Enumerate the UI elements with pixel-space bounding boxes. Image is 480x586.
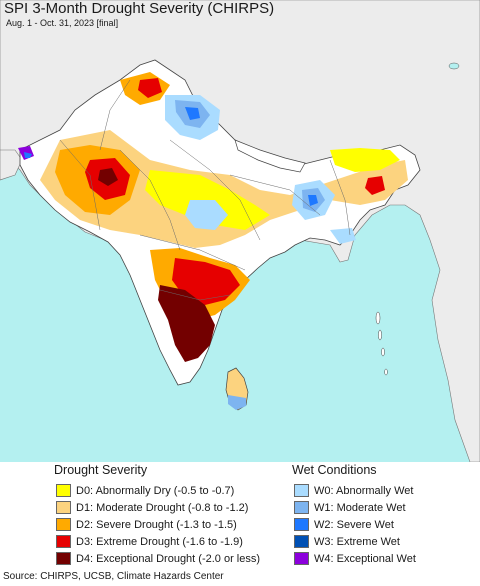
legend-wet-heading: Wet Conditions: [292, 463, 377, 477]
legend-item-d4: D4: Exceptional Drought (-2.0 or less): [56, 551, 260, 566]
legend-label-d1: D1: Moderate Drought (-0.8 to -1.2): [76, 501, 249, 514]
swatch-d2: [56, 518, 71, 531]
legend-label-w0: W0: Abnormally Wet: [314, 484, 414, 497]
legend-item-w1: W1: Moderate Wet: [294, 500, 406, 515]
swatch-d3: [56, 535, 71, 548]
legend-label-d2: D2: Severe Drought (-1.3 to -1.5): [76, 518, 237, 531]
swatch-d1: [56, 501, 71, 514]
legend: Drought Severity Wet Conditions D0: Abno…: [0, 462, 480, 568]
source-credit: Source: CHIRPS, UCSB, Climate Hazards Ce…: [3, 571, 224, 582]
outer-land-west: [0, 149, 23, 181]
legend-item-w4: W4: Exceptional Wet: [294, 551, 416, 566]
swatch-w4: [294, 552, 309, 565]
map-canvas: [0, 0, 480, 462]
swatch-w3: [294, 535, 309, 548]
admin-boundaries: [59, 79, 351, 301]
legend-label-d0: D0: Abnormally Dry (-0.5 to -0.7): [76, 484, 235, 497]
legend-label-w3: W3: Extreme Wet: [314, 535, 400, 548]
legend-drought-heading: Drought Severity: [54, 463, 148, 477]
legend-label-d3: D3: Extreme Drought (-1.6 to -1.9): [76, 535, 243, 548]
swatch-w1: [294, 501, 309, 514]
drought-map: [0, 0, 480, 462]
legend-item-w0: W0: Abnormally Wet: [294, 483, 413, 498]
swatch-d4: [56, 552, 71, 565]
legend-item-w2: W2: Severe Wet: [294, 517, 394, 532]
lake: [448, 62, 460, 70]
legend-label-w4: W4: Exceptional Wet: [314, 552, 416, 565]
legend-item-d1: D1: Moderate Drought (-0.8 to -1.2): [56, 500, 248, 515]
nepal: [234, 139, 306, 173]
legend-label-d4: D4: Exceptional Drought (-2.0 or less): [76, 552, 261, 565]
legend-label-w2: W2: Severe Wet: [314, 518, 394, 531]
legend-item-d3: D3: Extreme Drought (-1.6 to -1.9): [56, 534, 243, 549]
map-title: SPI 3-Month Drought Severity (CHIRPS): [4, 0, 275, 17]
legend-item-d2: D2: Severe Drought (-1.3 to -1.5): [56, 517, 237, 532]
swatch-d0: [56, 484, 71, 497]
map-subtitle: Aug. 1 - Oct. 31, 2023 [final]: [6, 18, 119, 28]
legend-item-w3: W3: Extreme Wet: [294, 534, 400, 549]
swatch-w0: [294, 484, 309, 497]
legend-label-w1: W1: Moderate Wet: [314, 501, 406, 514]
severity-patches: [18, 72, 408, 410]
legend-item-d0: D0: Abnormally Dry (-0.5 to -0.7): [56, 483, 234, 498]
andaman-islands: [375, 311, 388, 376]
swatch-w2: [294, 518, 309, 531]
